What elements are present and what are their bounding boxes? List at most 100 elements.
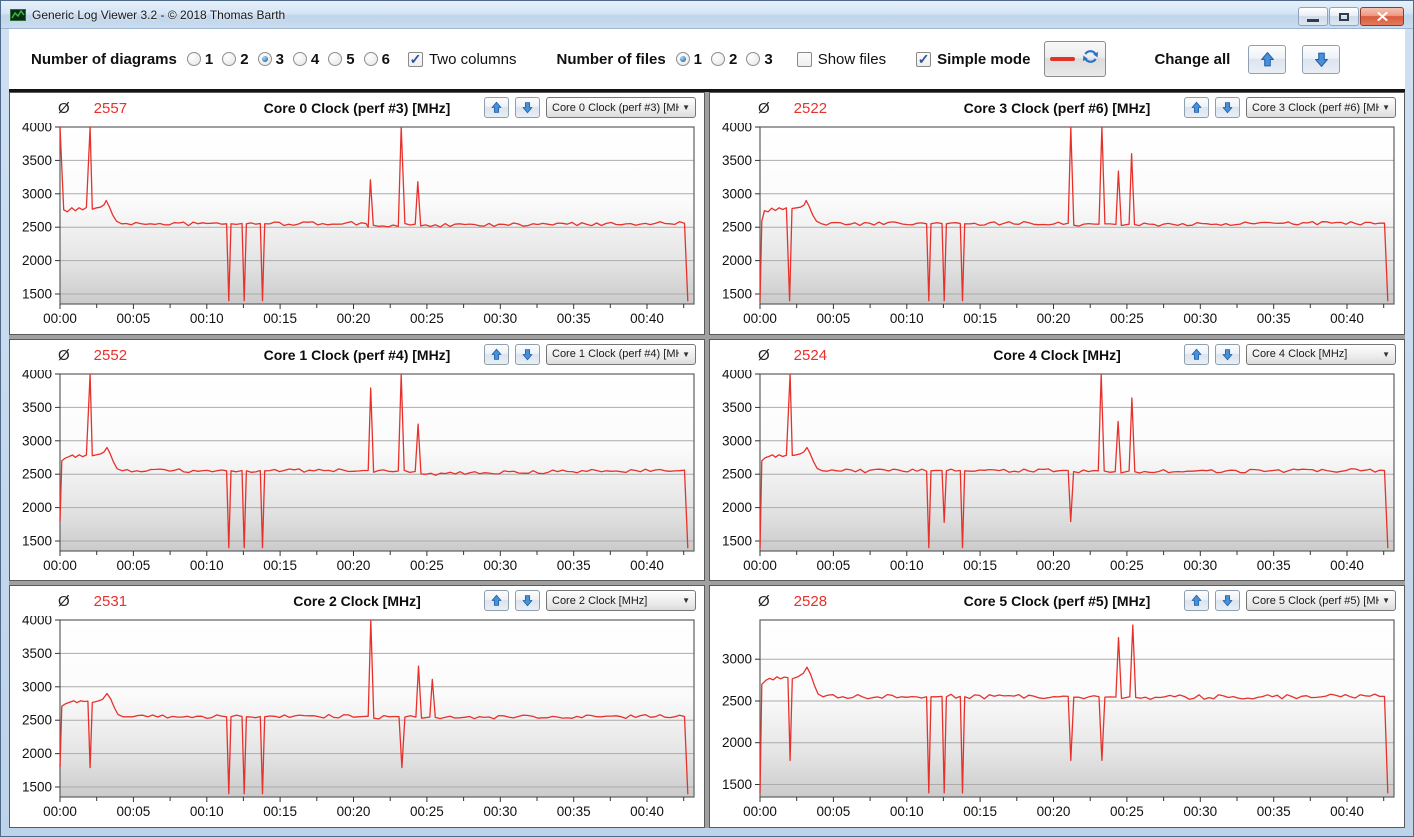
svg-text:1500: 1500 (22, 533, 52, 548)
svg-text:1500: 1500 (722, 777, 752, 792)
move-down-button[interactable] (1215, 97, 1240, 118)
average-value: 2524 (793, 346, 828, 364)
average-value: 2557 (93, 100, 128, 117)
client-area: Number of diagrams 1 2 3 4 5 6 Two columns Nu… (9, 29, 1405, 828)
svg-text:1500: 1500 (722, 287, 752, 302)
svg-text:00:35: 00:35 (557, 804, 591, 819)
move-up-button[interactable] (484, 97, 509, 118)
svg-text:2000: 2000 (722, 253, 752, 268)
radio-circle (292, 52, 307, 66)
svg-text:3000: 3000 (22, 186, 52, 201)
signal-select[interactable]: Core 3 Clock (perf #6) [MH ▼ (1246, 97, 1396, 118)
two-columns-label: Two columns (428, 50, 517, 68)
signal-select[interactable]: Core 0 Clock (perf #3) [MH ▼ (546, 97, 696, 118)
svg-text:00:30: 00:30 (1183, 804, 1217, 819)
files-radio-group: 1 2 3 (675, 50, 773, 68)
svg-text:00:20: 00:20 (337, 311, 371, 326)
chart-title: Core 3 Clock (perf #6) [MHz] (963, 100, 1151, 116)
arrow-up-icon (1191, 348, 1202, 360)
change-all-up-button[interactable] (1248, 44, 1287, 74)
svg-text:2000: 2000 (722, 736, 752, 751)
svg-text:2500: 2500 (722, 220, 752, 235)
move-up-button[interactable] (1184, 343, 1209, 365)
diagrams-radio-5[interactable]: 5 (328, 51, 355, 68)
refresh-icon (1081, 47, 1100, 71)
change-all-label: Change all (1154, 50, 1231, 68)
svg-text:00:25: 00:25 (410, 311, 444, 326)
chart-panel-core0: Core 0 Clock (perf #3) [MHz] Ø 2557 Core… (9, 92, 705, 335)
radio-circle (363, 52, 378, 66)
svg-text:2000: 2000 (22, 253, 52, 268)
number-of-diagrams-label: Number of diagrams (31, 50, 177, 68)
svg-text:00:40: 00:40 (1330, 311, 1364, 326)
line-style-refresh-button[interactable] (1044, 41, 1107, 77)
diagrams-radio-1[interactable]: 1 (186, 50, 214, 68)
svg-text:3000: 3000 (722, 186, 752, 201)
chart-header: Core 3 Clock (perf #6) [MHz] Ø 2522 Core… (710, 93, 1404, 123)
number-of-files-label: Number of files (556, 50, 666, 68)
move-up-button[interactable] (484, 590, 509, 612)
files-radio-1[interactable]: 1 (675, 50, 703, 68)
minimize-icon (1307, 18, 1319, 22)
svg-text:2500: 2500 (722, 466, 752, 481)
move-down-button[interactable] (1215, 343, 1240, 365)
svg-text:00:20: 00:20 (1037, 558, 1071, 573)
radio-label: 1 (204, 50, 214, 68)
chevron-down-icon: ▼ (682, 596, 690, 606)
svg-text:00:25: 00:25 (1110, 804, 1144, 819)
files-radio-3[interactable]: 3 (746, 51, 773, 68)
move-up-button[interactable] (484, 343, 509, 365)
signal-select[interactable]: Core 2 Clock [MHz] ▼ (546, 590, 696, 612)
change-all-down-button[interactable] (1302, 44, 1341, 74)
svg-text:00:20: 00:20 (337, 558, 371, 573)
arrow-down-icon (1314, 52, 1328, 67)
average-symbol: Ø (58, 346, 70, 364)
move-down-button[interactable] (1215, 590, 1240, 612)
svg-text:00:00: 00:00 (743, 311, 777, 326)
svg-text:00:20: 00:20 (337, 804, 371, 819)
show-files-checkbox[interactable]: Show files (796, 51, 886, 68)
radio-label: 1 (693, 50, 703, 68)
chart-plot: 1500 2000 2500 3000 00:00 00:05 00:10 00:15 00:2… (710, 616, 1404, 827)
two-columns-checkbox[interactable]: Two columns (407, 50, 517, 68)
simple-mode-label: Simple mode (937, 50, 1031, 68)
svg-text:00:40: 00:40 (1330, 804, 1364, 819)
arrow-up-icon (1191, 101, 1202, 113)
svg-text:00:15: 00:15 (263, 804, 297, 819)
svg-text:3000: 3000 (722, 652, 752, 667)
arrow-up-icon (491, 595, 502, 607)
diagrams-radio-3[interactable]: 3 (257, 50, 284, 68)
svg-text:00:30: 00:30 (483, 311, 517, 326)
svg-text:00:00: 00:00 (43, 558, 77, 573)
signal-select[interactable]: Core 5 Clock (perf #5) [MH ▼ (1246, 590, 1396, 612)
titlebar: Generic Log Viewer 3.2 - © 2018 Thomas B… (1, 1, 1413, 29)
move-up-button[interactable] (1184, 590, 1209, 612)
signal-select[interactable]: Core 1 Clock (perf #4) [MH ▼ (546, 343, 696, 365)
charts-grid: Core 0 Clock (perf #3) [MHz] Ø 2557 Core… (9, 89, 1405, 828)
svg-text:00:25: 00:25 (1110, 558, 1144, 573)
move-up-button[interactable] (1184, 97, 1209, 118)
close-button[interactable] (1360, 7, 1404, 26)
minimize-button[interactable] (1298, 7, 1328, 26)
svg-text:00:10: 00:10 (190, 804, 224, 819)
move-down-button[interactable] (515, 343, 540, 365)
average-symbol: Ø (758, 593, 770, 611)
svg-text:00:20: 00:20 (1037, 311, 1071, 326)
diagrams-radio-2[interactable]: 2 (222, 51, 249, 68)
arrow-up-icon (491, 101, 502, 113)
move-down-button[interactable] (515, 97, 540, 118)
files-radio-2[interactable]: 2 (711, 51, 737, 68)
svg-text:00:00: 00:00 (743, 558, 777, 573)
maximize-button[interactable] (1329, 7, 1359, 26)
simple-mode-checkbox[interactable]: Simple mode (916, 51, 1030, 68)
svg-text:00:35: 00:35 (1257, 558, 1291, 573)
move-down-button[interactable] (515, 590, 540, 612)
diagrams-radio-6[interactable]: 6 (363, 51, 390, 68)
radio-label: 3 (275, 50, 284, 68)
svg-text:00:35: 00:35 (557, 311, 591, 326)
svg-text:00:25: 00:25 (410, 804, 444, 819)
signal-select[interactable]: Core 4 Clock [MHz] ▼ (1246, 343, 1396, 365)
diagrams-radio-4[interactable]: 4 (292, 51, 319, 68)
window-controls (1298, 7, 1404, 26)
